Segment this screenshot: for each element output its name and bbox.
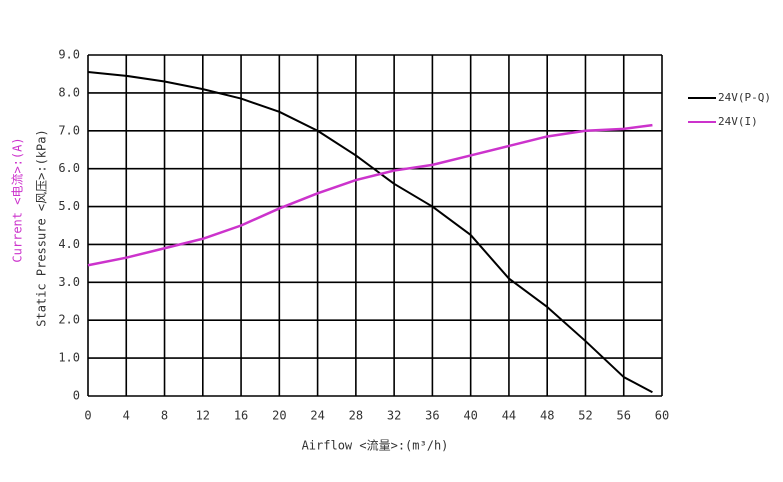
legend-label: 24V(P-Q) bbox=[718, 91, 771, 104]
y-tick-label: 1.0 bbox=[58, 351, 80, 365]
y-tick-label: 8.0 bbox=[58, 85, 80, 99]
y-axis-label-current: Current <电流>:(A) bbox=[11, 137, 25, 262]
x-tick-label: 0 bbox=[84, 409, 91, 423]
legend-label: 24V(I) bbox=[718, 115, 758, 128]
x-tick-label: 28 bbox=[349, 409, 363, 423]
x-tick-label: 60 bbox=[655, 409, 669, 423]
y-tick-label: 0 bbox=[73, 389, 80, 403]
y-tick-label: 3.0 bbox=[58, 275, 80, 289]
x-tick-label: 56 bbox=[617, 409, 631, 423]
series-line bbox=[87, 123, 653, 267]
x-tick-label: 8 bbox=[161, 409, 168, 423]
x-tick-label: 24 bbox=[310, 409, 324, 423]
x-tick-label: 4 bbox=[123, 409, 130, 423]
y-tick-label: 9.0 bbox=[58, 48, 80, 62]
x-tick-label: 44 bbox=[502, 409, 516, 423]
x-axis-label: Airflow <流量>:(m³/h) bbox=[302, 439, 449, 453]
y-axis-label: Static Pressure <风压>:(kPa) bbox=[35, 129, 49, 326]
y-tick-label: 2.0 bbox=[58, 313, 80, 327]
x-tick-label: 32 bbox=[387, 409, 401, 423]
y-tick-label: 4.0 bbox=[58, 237, 80, 251]
x-tick-label: 40 bbox=[463, 409, 477, 423]
series-line bbox=[87, 71, 653, 394]
y-tick-label: 5.0 bbox=[58, 199, 80, 213]
y-tick-label: 7.0 bbox=[58, 123, 80, 137]
x-tick-label: 36 bbox=[425, 409, 439, 423]
x-tick-label: 48 bbox=[540, 409, 554, 423]
x-tick-label: 16 bbox=[234, 409, 248, 423]
y-tick-label: 6.0 bbox=[58, 161, 80, 175]
x-tick-label: 20 bbox=[272, 409, 286, 423]
x-tick-label: 12 bbox=[196, 409, 210, 423]
x-tick-label: 52 bbox=[578, 409, 592, 423]
